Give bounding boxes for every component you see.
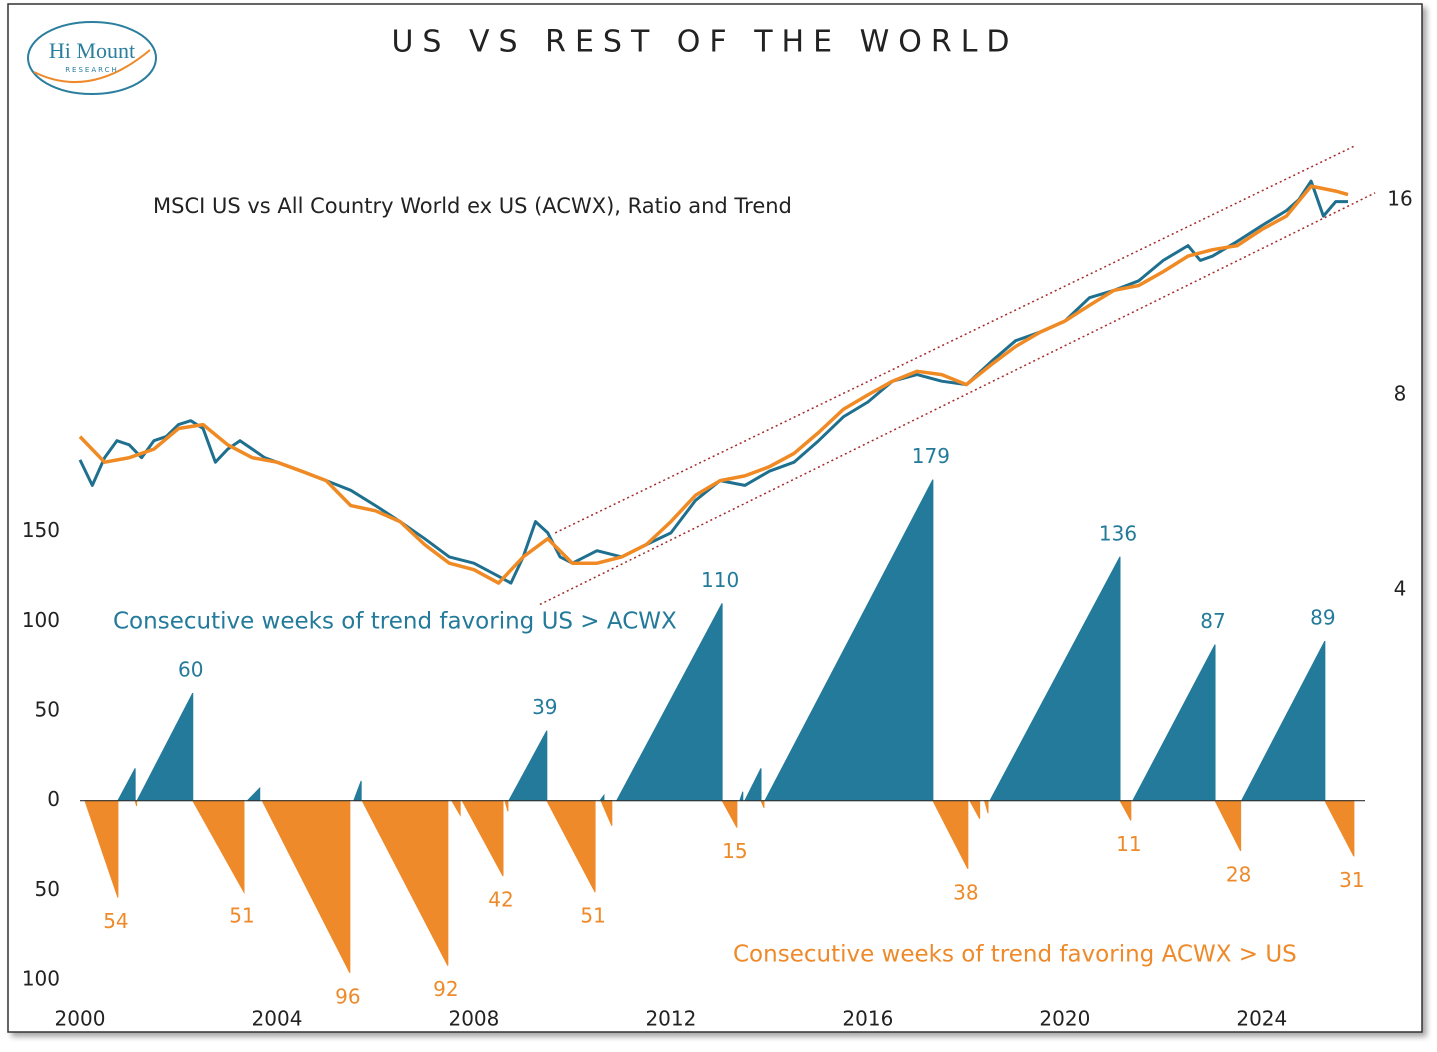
logo-swoosh xyxy=(33,49,151,83)
channel-line xyxy=(554,144,1356,534)
plot: 4 8 16 150 100 50 0 50 100 2000 2004 2008 2012 2016 20… xyxy=(22,144,1413,1031)
y2-tick-label: 4 xyxy=(1394,577,1407,601)
channel-line xyxy=(539,192,1376,606)
data-label: 179 xyxy=(912,444,950,468)
y-tick-label: 100 xyxy=(22,608,60,632)
y-tick-label: 100 xyxy=(22,967,60,991)
data-label: 31 xyxy=(1339,868,1364,892)
data-label: 110 xyxy=(701,568,739,592)
data-label: 51 xyxy=(229,904,254,928)
data-label: 89 xyxy=(1310,606,1335,630)
series-label: Consecutive weeks of trend favoring ACWX… xyxy=(733,942,1297,968)
x-tick-label: 2000 xyxy=(55,1007,106,1031)
y2-tick-label: 16 xyxy=(1387,186,1412,210)
data-label: 15 xyxy=(722,839,747,863)
x-tick-label: 2024 xyxy=(1236,1007,1287,1031)
data-label: 54 xyxy=(103,909,128,933)
x-tick-label: 2012 xyxy=(645,1007,696,1031)
x-tick-label: 2016 xyxy=(842,1007,893,1031)
x-tick-label: 2004 xyxy=(252,1007,303,1031)
data-label: 11 xyxy=(1116,832,1141,856)
logo-ring xyxy=(27,21,157,95)
data-label: 38 xyxy=(953,880,978,904)
data-label: 60 xyxy=(178,658,203,682)
trend-line xyxy=(78,184,1349,585)
y-tick-label: 150 xyxy=(22,518,60,542)
logo-name: Hi Mount xyxy=(49,38,135,63)
data-label: 28 xyxy=(1226,862,1251,886)
logo-sub: RESEARCH xyxy=(65,66,119,74)
y-tick-label: 50 xyxy=(35,877,60,901)
y-tick-label: 50 xyxy=(35,698,60,722)
y-tick-label: 0 xyxy=(47,787,60,811)
x-tick-label: 2020 xyxy=(1039,1007,1090,1031)
series-label: Consecutive weeks of trend favoring US >… xyxy=(113,609,677,635)
x-tick-label: 2008 xyxy=(448,1007,499,1031)
data-label: 96 xyxy=(335,984,360,1008)
chart-title: US VS REST OF THE WORLD xyxy=(391,25,1018,60)
data-label: 136 xyxy=(1099,521,1137,545)
data-label: 42 xyxy=(488,887,513,911)
chart-subtitle: MSCI US vs All Country World ex US (ACWX… xyxy=(153,194,792,218)
data-label: 92 xyxy=(433,977,458,1001)
data-label: 87 xyxy=(1200,609,1225,633)
data-label: 39 xyxy=(532,695,557,719)
data-label: 51 xyxy=(580,904,605,928)
y2-tick-label: 8 xyxy=(1394,381,1407,405)
